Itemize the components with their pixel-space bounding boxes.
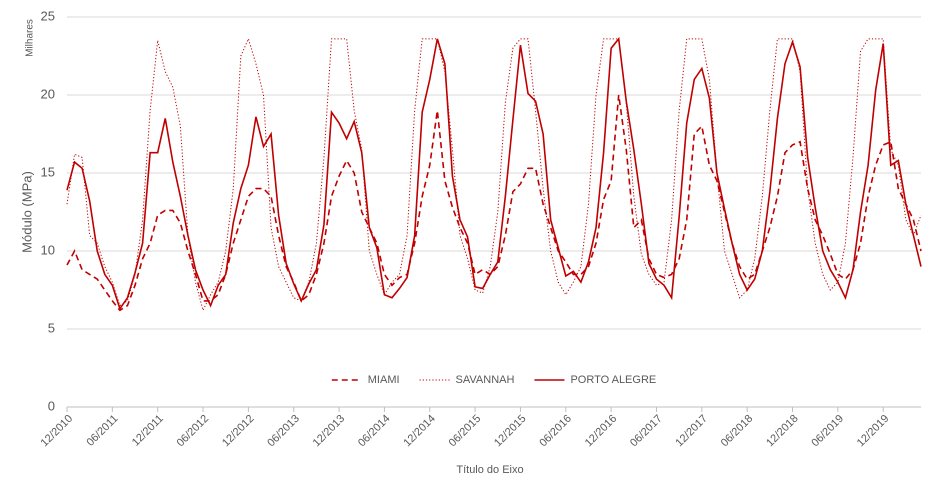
series-line — [66, 37, 922, 312]
y-axis-title: Módulo (MPa) — [19, 171, 34, 253]
x-tick-label: 12/2013 — [311, 413, 348, 450]
x-tick-label: 06/2014 — [356, 413, 393, 450]
x-tick-label: 12/2015 — [492, 413, 529, 450]
x-tick-label: 06/2017 — [628, 413, 665, 450]
x-tick-label: 12/2010 — [39, 413, 76, 450]
x-tick-label: 12/2011 — [130, 413, 166, 449]
x-tick-label: 06/2018 — [719, 413, 756, 450]
x-axis-title: Título do Eixo — [456, 464, 523, 476]
y-tick-label: 15 — [41, 164, 55, 179]
y-tick-label: 25 — [41, 8, 55, 23]
y-tick-label: 5 — [48, 320, 55, 335]
x-tick-label: 12/2017 — [673, 413, 710, 450]
y-tick-label: 0 — [48, 398, 55, 413]
x-tick-label: 06/2019 — [809, 413, 846, 450]
x-tick-label: 12/2019 — [855, 413, 892, 450]
x-tick-label: 06/2011 — [84, 413, 120, 449]
legend-label: MIAMI — [368, 374, 400, 386]
series-line — [66, 94, 922, 312]
x-tick-label: 12/2012 — [220, 413, 257, 450]
y-unit-label: Milhares — [25, 19, 36, 57]
y-tick-label: 20 — [41, 86, 55, 101]
y-tick-label: 10 — [41, 242, 55, 257]
legend-label: SAVANNAH — [456, 374, 515, 386]
x-tick-label: 06/2013 — [265, 413, 302, 450]
x-tick-label: 06/2015 — [447, 413, 484, 450]
x-tick-label: 06/2012 — [175, 413, 212, 450]
x-tick-label: 12/2016 — [583, 413, 620, 450]
legend-label: PORTO ALEGRE — [570, 374, 656, 386]
series-line — [66, 36, 922, 311]
x-tick-label: 06/2016 — [537, 413, 574, 450]
x-tick-label: 12/2018 — [764, 413, 801, 450]
x-tick-label: 12/2014 — [401, 413, 438, 450]
